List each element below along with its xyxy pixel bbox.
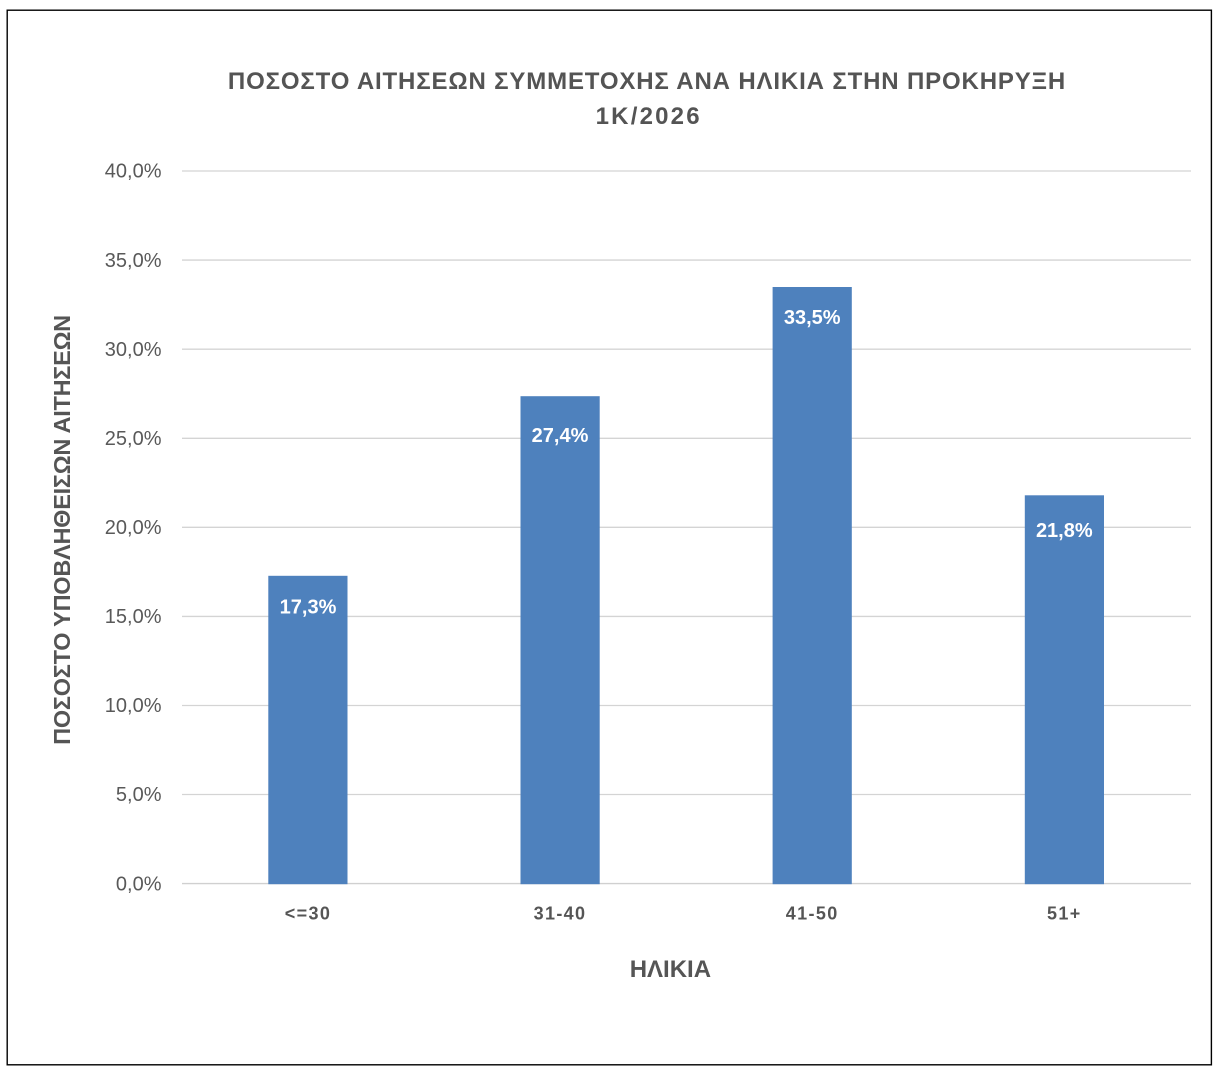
- svg-text:35,0%: 35,0%: [105, 250, 162, 272]
- svg-text:<=30: <=30: [285, 903, 331, 923]
- svg-text:33,5%: 33,5%: [784, 307, 841, 329]
- svg-text:27,4%: 27,4%: [532, 425, 589, 447]
- svg-text:5,0%: 5,0%: [116, 784, 162, 806]
- svg-text:ΠΟΣΟΣΤΟ ΥΠΟΒΛΗΘΕΙΣΩΝ ΑΙΤΗΣΕΩΝ: ΠΟΣΟΣΤΟ ΥΠΟΒΛΗΘΕΙΣΩΝ ΑΙΤΗΣΕΩΝ: [49, 315, 75, 745]
- svg-text:15,0%: 15,0%: [105, 606, 162, 628]
- svg-text:40,0%: 40,0%: [105, 161, 162, 183]
- svg-text:10,0%: 10,0%: [105, 695, 162, 717]
- svg-text:25,0%: 25,0%: [105, 428, 162, 450]
- svg-text:51+: 51+: [1047, 903, 1082, 923]
- svg-text:0,0%: 0,0%: [116, 873, 162, 895]
- svg-text:30,0%: 30,0%: [105, 339, 162, 361]
- svg-text:21,8%: 21,8%: [1036, 520, 1093, 542]
- svg-text:20,0%: 20,0%: [105, 517, 162, 539]
- svg-text:41-50: 41-50: [786, 903, 839, 923]
- svg-text:31-40: 31-40: [534, 903, 587, 923]
- svg-text:ΗΛΙΚΙΑ: ΗΛΙΚΙΑ: [630, 956, 711, 983]
- svg-text:ΠΟΣΟΣΤΟ ΑΙΤΗΣΕΩΝ ΣΥΜΜΕΤΟΧΗΣ ΑΝ: ΠΟΣΟΣΤΟ ΑΙΤΗΣΕΩΝ ΣΥΜΜΕΤΟΧΗΣ ΑΝΑ ΗΛΙΚΙΑ Σ…: [228, 68, 1066, 95]
- svg-text:1Κ/2026: 1Κ/2026: [596, 103, 702, 130]
- svg-text:17,3%: 17,3%: [280, 596, 337, 618]
